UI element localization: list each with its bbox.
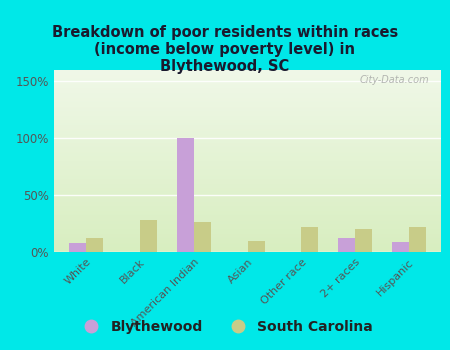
Bar (140, 220, 157, 252)
Bar (69, 243, 86, 252)
Text: Breakdown of poor residents within races
(income below poverty level) in
Blythew: Breakdown of poor residents within races… (52, 25, 398, 74)
Bar (301, 227, 319, 252)
Bar (409, 227, 426, 252)
Text: City-Data.com: City-Data.com (360, 76, 429, 85)
Bar (194, 223, 211, 252)
Bar (355, 229, 372, 252)
Bar (392, 242, 409, 252)
Bar (248, 241, 265, 252)
Bar (176, 138, 194, 252)
Bar (86, 238, 104, 252)
Bar (338, 238, 355, 252)
Legend: Blythewood, South Carolina: Blythewood, South Carolina (72, 314, 378, 340)
